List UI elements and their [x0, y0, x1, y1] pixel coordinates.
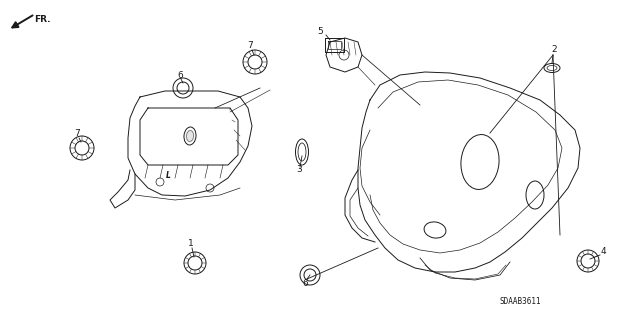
- Text: 5: 5: [317, 26, 323, 35]
- Text: L: L: [166, 170, 170, 180]
- Text: FR.: FR.: [34, 16, 51, 25]
- Text: 3: 3: [296, 166, 302, 174]
- Text: 6: 6: [302, 278, 308, 287]
- Text: 7: 7: [74, 129, 80, 137]
- Text: 1: 1: [188, 240, 194, 249]
- Text: 4: 4: [600, 247, 606, 256]
- Text: 2: 2: [551, 46, 557, 55]
- Text: 6: 6: [177, 70, 183, 79]
- Text: 7: 7: [247, 41, 253, 50]
- Ellipse shape: [186, 130, 195, 143]
- Text: SDAAB3611: SDAAB3611: [499, 298, 541, 307]
